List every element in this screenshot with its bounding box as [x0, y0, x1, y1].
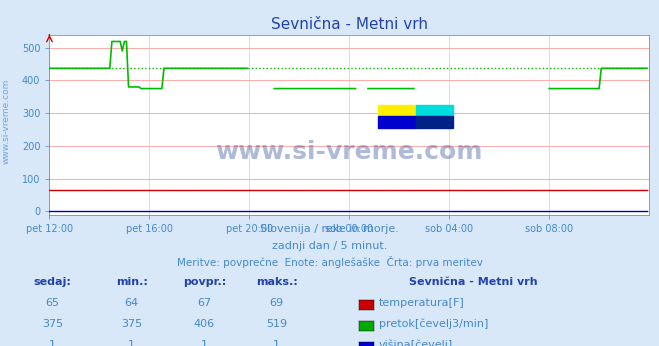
Text: 375: 375: [121, 319, 142, 329]
Bar: [416, 105, 453, 116]
Text: 1: 1: [273, 340, 280, 346]
Text: Sevnična - Metni vrh: Sevnična - Metni vrh: [409, 277, 537, 288]
Text: zadnji dan / 5 minut.: zadnji dan / 5 minut.: [272, 241, 387, 251]
Text: sedaj:: sedaj:: [34, 277, 72, 288]
Text: 1: 1: [129, 340, 135, 346]
Text: 67: 67: [197, 298, 212, 308]
Text: 64: 64: [125, 298, 139, 308]
Text: 1: 1: [49, 340, 56, 346]
Title: Sevnična - Metni vrh: Sevnična - Metni vrh: [271, 17, 428, 32]
Text: pretok[čevelj3/min]: pretok[čevelj3/min]: [379, 318, 488, 329]
Text: maks.:: maks.:: [256, 277, 298, 288]
Text: www.si-vreme.com: www.si-vreme.com: [2, 79, 11, 164]
Text: temperatura[F]: temperatura[F]: [379, 298, 465, 308]
Text: višina[čevelj]: višina[čevelj]: [379, 339, 453, 346]
Text: povpr.:: povpr.:: [183, 277, 226, 288]
Text: 406: 406: [194, 319, 215, 329]
Text: 1: 1: [201, 340, 208, 346]
Text: www.si-vreme.com: www.si-vreme.com: [215, 140, 483, 164]
Text: 375: 375: [42, 319, 63, 329]
Bar: [378, 116, 416, 128]
Bar: [378, 105, 416, 116]
Text: min.:: min.:: [116, 277, 148, 288]
Text: 519: 519: [266, 319, 287, 329]
Text: 65: 65: [45, 298, 60, 308]
Text: Meritve: povprečne  Enote: anglešaške  Črta: prva meritev: Meritve: povprečne Enote: anglešaške Črt…: [177, 256, 482, 268]
Text: Slovenija / reke in morje.: Slovenija / reke in morje.: [260, 224, 399, 234]
Text: 69: 69: [270, 298, 284, 308]
Bar: [416, 116, 453, 128]
